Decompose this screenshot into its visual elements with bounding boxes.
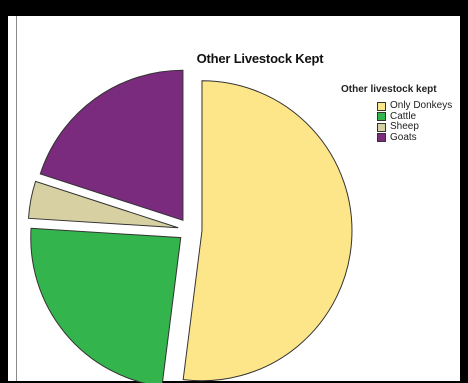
legend-swatch (377, 122, 386, 132)
pie-slice-sheep (27, 180, 179, 229)
legend-label: Goats (390, 131, 417, 143)
pie-slice-only-donkeys (182, 80, 353, 382)
legend-item-sheep: Sheep (377, 122, 461, 133)
legend-title: Other livestock kept (341, 84, 437, 95)
pie-slice-goats (39, 69, 184, 221)
legend-label: Only Donkeys (390, 100, 453, 112)
legend-items: Only Donkeys Cattle Sheep Goats (341, 101, 461, 143)
legend-item-goats: Goats (377, 131, 461, 144)
legend-label: Cattle (390, 110, 417, 122)
legend-label: Sheep (390, 121, 419, 133)
legend-swatch (377, 112, 386, 122)
legend-item-cattle: Cattle (377, 110, 461, 123)
legend-swatch (377, 133, 386, 143)
pie-slice-cattle (30, 227, 182, 383)
legend: Other livestock kept Only Donkeys Cattle S… (341, 84, 461, 143)
legend-item-only-donkeys: Only Donkeys (377, 101, 461, 112)
chart-title: Other Livestock Kept (196, 51, 324, 66)
legend-swatch (377, 101, 386, 111)
